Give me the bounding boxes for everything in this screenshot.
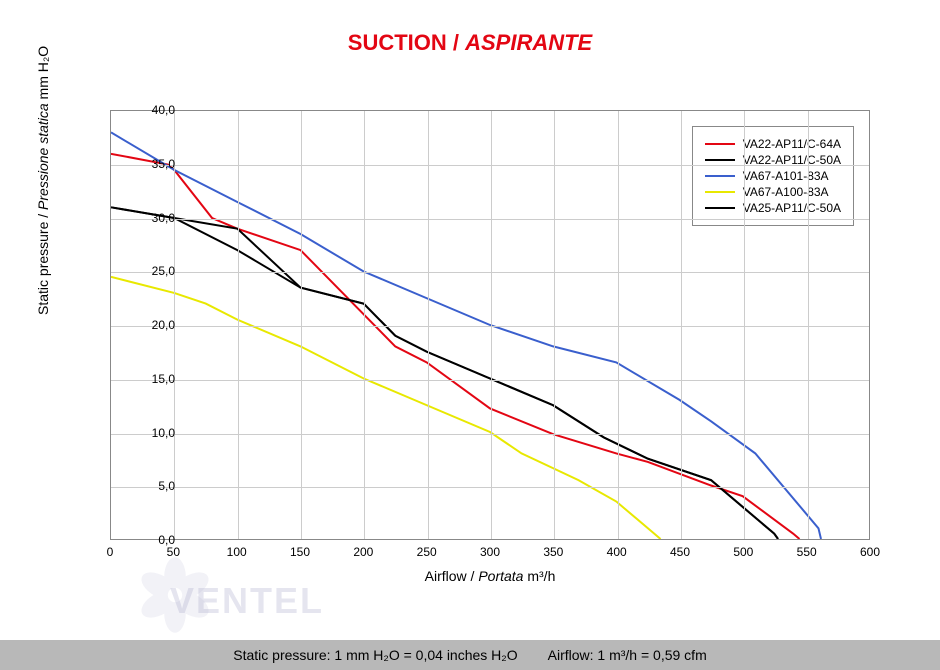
legend-item: VA25-AP11/C-50A bbox=[705, 201, 841, 215]
legend-swatch bbox=[705, 207, 735, 209]
series-line bbox=[111, 207, 778, 539]
footer-pressure: Static pressure: 1 mm H₂O = 0,04 inches … bbox=[233, 647, 517, 663]
x-tick: 450 bbox=[660, 545, 700, 559]
legend-item: VA67-A100-83A bbox=[705, 185, 841, 199]
x-tick: 350 bbox=[533, 545, 573, 559]
footer-airflow: Airflow: 1 m³/h = 0,59 cfm bbox=[548, 647, 707, 663]
y-axis-label: Static pressure / Pressione statica mm H… bbox=[35, 46, 51, 315]
x-tick: 200 bbox=[343, 545, 383, 559]
legend-label: VA67-A101-83A bbox=[743, 169, 829, 183]
x-tick: 600 bbox=[850, 545, 890, 559]
y-tick: 5,0 bbox=[125, 479, 175, 493]
y-tick: 20,0 bbox=[125, 318, 175, 332]
x-tick: 250 bbox=[407, 545, 447, 559]
y-tick: 30,0 bbox=[125, 211, 175, 225]
x-tick: 300 bbox=[470, 545, 510, 559]
legend-swatch bbox=[705, 175, 735, 177]
x-tick: 100 bbox=[217, 545, 257, 559]
y-tick: 25,0 bbox=[125, 264, 175, 278]
y-tick: 15,0 bbox=[125, 372, 175, 386]
y-tick: 10,0 bbox=[125, 426, 175, 440]
title-main: SUCTION bbox=[348, 30, 447, 55]
legend-item: VA67-A101-83A bbox=[705, 169, 841, 183]
plot-area: VA22-AP11/C-64AVA22-AP11/C-50AVA67-A101-… bbox=[110, 110, 870, 540]
legend-label: VA22-AP11/C-64A bbox=[743, 137, 841, 151]
chart: VENTEL VA22-AP11/C-64AVA22-AP11/C-50AVA6… bbox=[60, 100, 890, 590]
legend: VA22-AP11/C-64AVA22-AP11/C-50AVA67-A101-… bbox=[692, 126, 854, 226]
legend-swatch bbox=[705, 159, 735, 161]
legend-swatch bbox=[705, 191, 735, 193]
series-line bbox=[111, 207, 778, 539]
y-tick: 40,0 bbox=[125, 103, 175, 117]
legend-label: VA25-AP11/C-50A bbox=[743, 201, 841, 215]
x-tick: 150 bbox=[280, 545, 320, 559]
legend-item: VA22-AP11/C-64A bbox=[705, 137, 841, 151]
x-axis-label: Airflow / Portata m³/h bbox=[110, 568, 870, 584]
legend-label: VA67-A100-83A bbox=[743, 185, 829, 199]
x-tick: 0 bbox=[90, 545, 130, 559]
y-tick: 35,0 bbox=[125, 157, 175, 171]
chart-title: SUCTION / ASPIRANTE bbox=[0, 0, 940, 56]
series-line bbox=[111, 277, 661, 539]
x-tick: 500 bbox=[723, 545, 763, 559]
title-sub: ASPIRANTE bbox=[465, 30, 592, 55]
watermark-text: VENTEL bbox=[170, 580, 324, 622]
x-tick: 550 bbox=[787, 545, 827, 559]
y-tick: 0,0 bbox=[125, 533, 175, 547]
footer-bar: Static pressure: 1 mm H₂O = 0,04 inches … bbox=[0, 640, 940, 670]
x-tick: 50 bbox=[153, 545, 193, 559]
x-tick: 400 bbox=[597, 545, 637, 559]
legend-swatch bbox=[705, 143, 735, 145]
